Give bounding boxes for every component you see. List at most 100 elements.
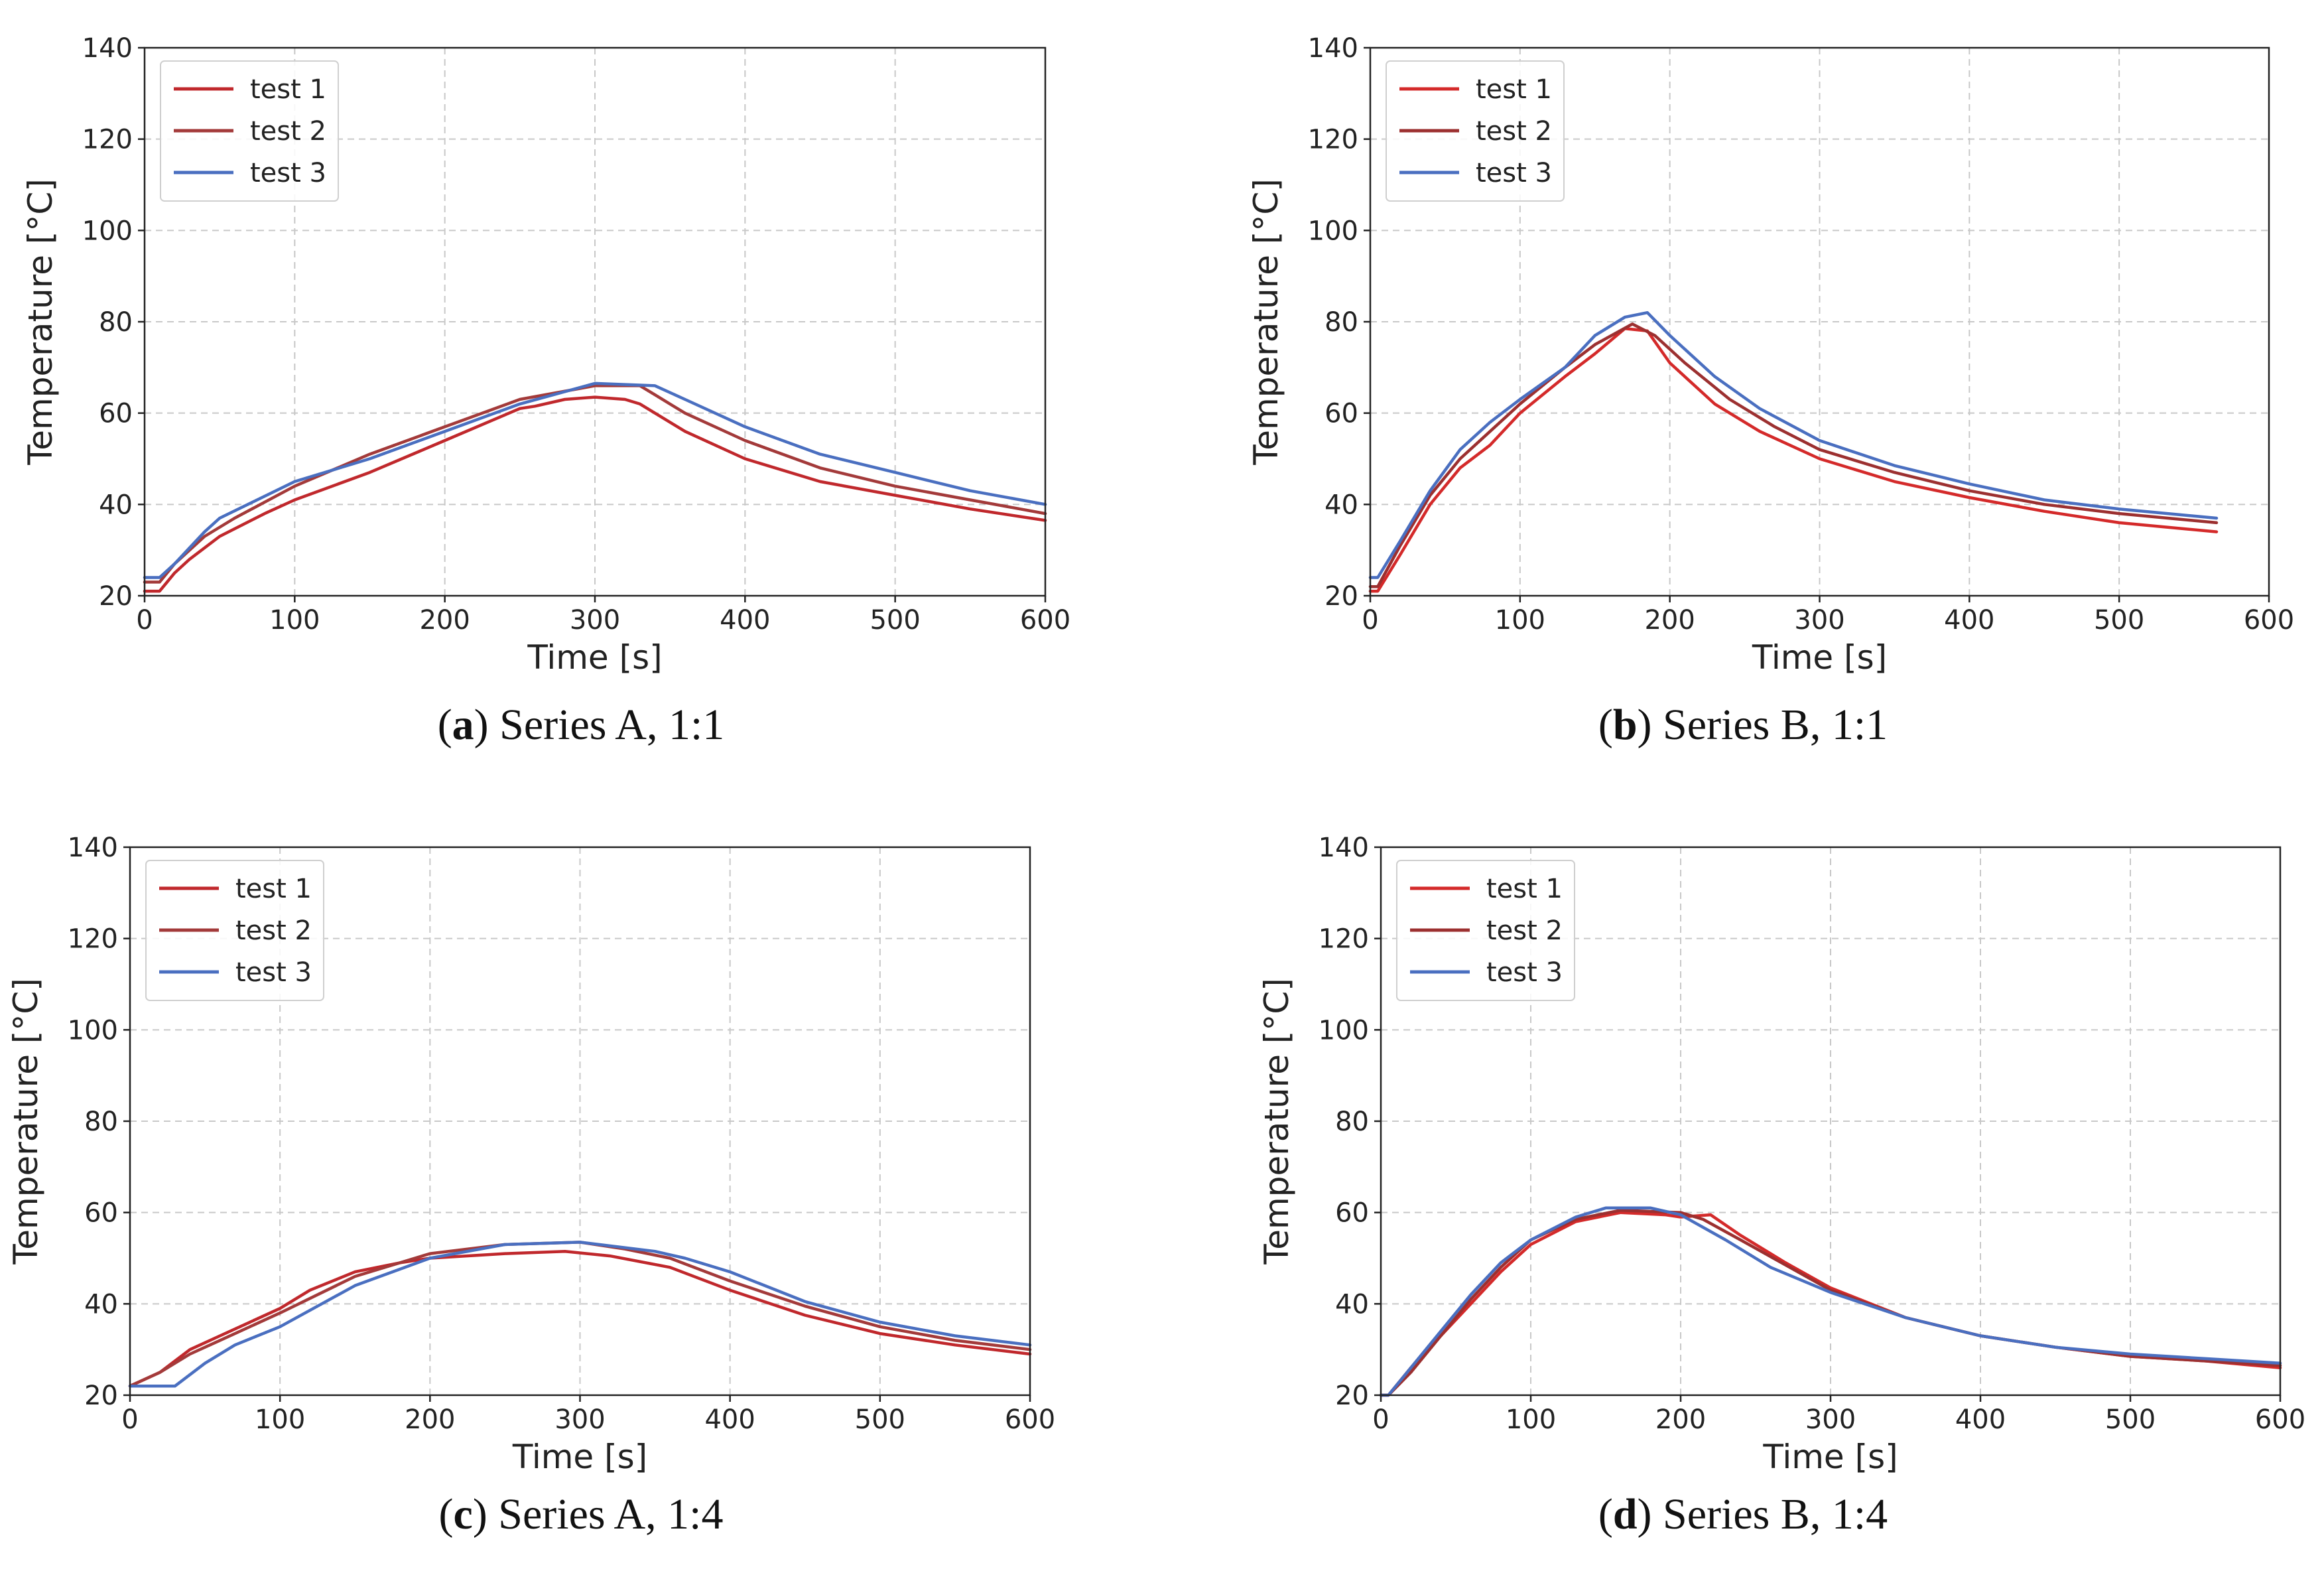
chart-b-x-tick-label: 100 (1495, 605, 1545, 636)
chart-d-legend-box (1396, 860, 1575, 1001)
chart-b-legend-label-1: test 1 (1476, 74, 1552, 105)
chart-b-y-tick-label: 120 (1308, 125, 1358, 155)
chart-d-x-tick-label: 0 (1372, 1404, 1389, 1435)
chart-d-y-tick-label: 100 (1319, 1015, 1369, 1046)
chart-d-y-tick-label: 80 (1335, 1107, 1369, 1137)
chart-a-caption-text: Series A, 1:1 (499, 701, 725, 749)
chart-b-y-tick-label: 40 (1324, 490, 1358, 520)
chart-b-legend-box (1386, 60, 1565, 202)
chart-a-y-tick-label: 40 (99, 490, 133, 520)
chart-d-x-axis-label: Time [s] (1762, 1438, 1898, 1476)
chart-panel-b: 0 100 200 300 400 500 600 20 40 60 80 100 120 140 Time… (1162, 0, 2324, 783)
chart-b-legend: test 1 test 2 test 3 (1386, 60, 1565, 202)
chart-panel-a: 0 100 200 300 400 500 600 20 40 60 80 100 120 140 Time… (0, 0, 1162, 783)
chart-d-x-tick-label: 400 (1955, 1404, 2006, 1435)
chart-a-y-tick-label: 140 (82, 33, 133, 64)
chart-a-series-line-1 (143, 395, 1047, 593)
chart-b-y-tick-label: 20 (1324, 581, 1358, 612)
chart-c-y-tick-label: 40 (84, 1289, 118, 1320)
chart-a-legend-label-1: test 1 (250, 74, 326, 105)
chart-d-x-tick-label: 300 (1805, 1404, 1856, 1435)
chart-d-x-tick-label: 200 (1655, 1404, 1706, 1435)
chart-a-x-tick-label: 600 (1020, 605, 1070, 636)
chart-d-y-tick-label: 40 (1335, 1289, 1369, 1320)
chart-c-y-tick-label: 120 (68, 924, 118, 955)
chart-b-x-tick-label: 0 (1362, 605, 1378, 636)
chart-b-y-tick-label: 60 (1324, 399, 1358, 429)
chart-b-y-tick-label: 100 (1308, 216, 1358, 246)
chart-c-y-tick-label: 80 (84, 1107, 118, 1137)
chart-b-y-tick-label: 140 (1308, 33, 1358, 64)
chart-d-caption-text: Series B, 1:4 (1663, 1490, 1888, 1538)
chart-c-legend: test 1 test 2 test 3 (145, 860, 324, 1001)
chart-b-caption-letter: b (1612, 701, 1638, 749)
chart-b-x-tick-label: 200 (1644, 605, 1695, 636)
chart-d-y-tick-label: 20 (1335, 1381, 1369, 1411)
chart-c-x-tick-label: 200 (405, 1404, 455, 1435)
chart-d-x-tick-label: 500 (2105, 1404, 2156, 1435)
chart-c-x-tick-label: 300 (554, 1404, 605, 1435)
chart-b-x-tick-label: 500 (2094, 605, 2144, 636)
chart-c-legend-label-3: test 3 (235, 957, 312, 988)
chart-a-caption: (a) Series A, 1:1 (437, 701, 725, 749)
chart-c-caption: (c) Series A, 1:4 (438, 1490, 724, 1538)
chart-a-legend-label-3: test 3 (250, 158, 326, 188)
chart-c-legend-label-2: test 2 (235, 916, 312, 946)
chart-b-x-tick-label: 400 (1944, 605, 1994, 636)
chart-b-legend-label-3: test 3 (1476, 158, 1552, 188)
chart-d-x-tick-label: 100 (1506, 1404, 1556, 1435)
chart-c-x-tick-label: 600 (1005, 1404, 1055, 1435)
chart-b-y-axis-label: Temperature [°C] (1247, 178, 1285, 466)
chart-c-caption-letter: c (453, 1490, 473, 1538)
chart-b-series-line-3 (1368, 310, 2219, 579)
chart-a-x-tick-label: 400 (720, 605, 770, 636)
chart-c-x-tick-label: 400 (704, 1404, 755, 1435)
chart-b-legend-label-2: test 2 (1476, 116, 1552, 147)
chart-a-x-tick-label: 200 (419, 605, 470, 636)
chart-c-y-tick-label: 20 (84, 1381, 118, 1411)
chart-b-caption: (b) Series B, 1:1 (1598, 701, 1888, 749)
chart-a-series-line-3 (143, 381, 1047, 579)
chart-a-y-tick-label: 60 (99, 399, 133, 429)
chart-a-x-tick-label: 0 (136, 605, 153, 636)
chart-c-x-tick-label: 0 (121, 1404, 138, 1435)
chart-a-x-axis-label: Time [s] (527, 638, 662, 677)
chart-d-caption: (d) Series B, 1:4 (1598, 1490, 1888, 1538)
chart-d-plot: 0 100 200 300 400 500 600 20 40 60 80 100 120 140 Time… (1258, 833, 2305, 1476)
chart-c-y-tick-label: 60 (84, 1198, 118, 1229)
chart-b-x-axis-label: Time [s] (1752, 638, 1887, 677)
chart-c-series-line-3 (128, 1241, 1032, 1388)
chart-a-x-tick-label: 300 (570, 605, 620, 636)
chart-a-legend-box (160, 60, 339, 202)
chart-a-y-axis-label: Temperature [°C] (21, 178, 60, 466)
chart-c-x-tick-label: 500 (855, 1404, 905, 1435)
chart-c-legend-box (145, 860, 324, 1001)
chart-d-legend-label-2: test 2 (1486, 916, 1563, 946)
chart-b-series-line-2 (1368, 322, 2219, 588)
chart-b-series-line-1 (1368, 327, 2219, 593)
chart-d-y-tick-label: 140 (1319, 833, 1369, 863)
chart-panel-d: 0 100 200 300 400 500 600 20 40 60 80 100 120 140 Time… (1162, 783, 2324, 1566)
chart-d-y-tick-label: 120 (1319, 924, 1369, 955)
chart-a-caption-letter: a (452, 701, 474, 749)
chart-c-x-axis-label: Time [s] (512, 1438, 647, 1476)
chart-c-plot: 0 100 200 300 400 500 600 20 40 60 80 100 120 140 Time… (7, 833, 1055, 1476)
chart-d-y-tick-label: 60 (1335, 1198, 1369, 1229)
chart-a-legend-label-2: test 2 (250, 116, 326, 147)
chart-b-y-tick-label: 80 (1324, 307, 1358, 338)
chart-b-plot: 0 100 200 300 400 500 600 20 40 60 80 100 120 140 Time… (1247, 33, 2294, 677)
chart-panel-c: 0 100 200 300 400 500 600 20 40 60 80 100 120 140 Time… (0, 783, 1162, 1566)
chart-c-x-tick-label: 100 (255, 1404, 305, 1435)
chart-d-legend: test 1 test 2 test 3 (1396, 860, 1575, 1001)
chart-a-y-tick-label: 80 (99, 307, 133, 338)
chart-d-y-axis-label: Temperature [°C] (1258, 978, 1296, 1265)
chart-b-caption-text: Series B, 1:1 (1663, 701, 1888, 749)
chart-d-series-line-3 (1379, 1206, 2282, 1397)
chart-d-caption-letter: d (1612, 1490, 1638, 1538)
chart-d-legend-label-1: test 1 (1486, 874, 1563, 904)
chart-a-plot: 0 100 200 300 400 500 600 20 40 60 80 100 120 140 Time… (21, 33, 1070, 677)
chart-c-y-axis-label: Temperature [°C] (7, 978, 45, 1265)
chart-a-legend: test 1 test 2 test 3 (160, 60, 339, 202)
chart-c-legend-label-1: test 1 (235, 874, 312, 904)
chart-d-legend-label-3: test 3 (1486, 957, 1563, 988)
